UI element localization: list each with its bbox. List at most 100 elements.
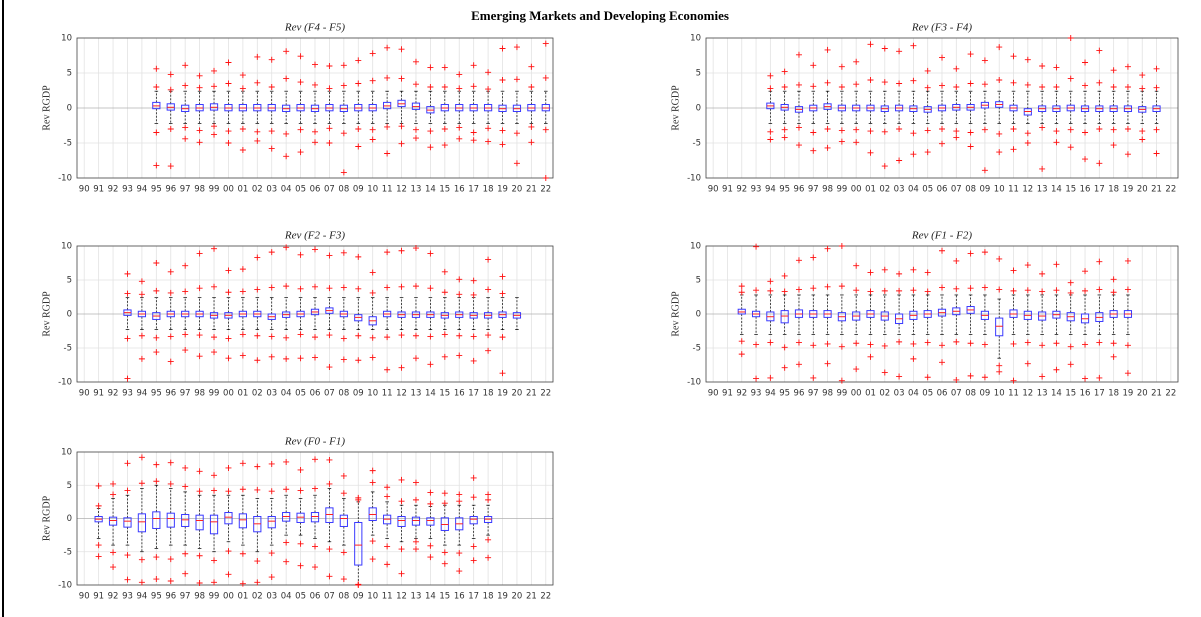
outlier <box>211 334 218 341</box>
x-tick-label: 18 <box>483 592 494 602</box>
x-tick-label: 14 <box>425 592 436 602</box>
outlier <box>1067 75 1074 82</box>
outlier <box>1124 63 1131 70</box>
outlier <box>470 137 477 144</box>
outlier <box>398 364 405 371</box>
outlier <box>124 375 131 382</box>
plot-frame <box>76 245 554 383</box>
x-tick-label: 21 <box>1151 389 1162 399</box>
outlier <box>795 361 802 368</box>
outlier <box>412 81 419 88</box>
outlier <box>499 77 506 83</box>
outlier <box>1110 142 1117 149</box>
outlier <box>967 143 974 150</box>
outlier <box>254 53 261 60</box>
outlier <box>398 247 405 254</box>
outlier <box>412 546 419 553</box>
x-tick-label: 90 <box>79 185 90 195</box>
outlier <box>384 150 391 157</box>
outlier <box>1010 267 1017 274</box>
outlier <box>355 496 362 503</box>
x-tick-label: 06 <box>310 389 321 399</box>
x-tick-label: 97 <box>808 389 819 399</box>
outlier <box>427 84 434 90</box>
outlier <box>326 332 333 339</box>
outlier <box>283 486 290 493</box>
outlier <box>182 464 189 471</box>
outlier <box>427 64 434 71</box>
outlier <box>1153 65 1160 72</box>
x-tick-label: 92 <box>108 592 119 602</box>
outlier <box>124 576 131 583</box>
outlier <box>910 355 917 362</box>
outlier <box>211 123 218 130</box>
outlier <box>283 244 290 251</box>
x-tick-label: 12 <box>396 389 407 399</box>
outlier <box>456 332 463 339</box>
outlier <box>239 352 246 359</box>
outlier <box>542 126 549 133</box>
outlier <box>824 126 831 132</box>
outlier <box>225 464 232 471</box>
box <box>469 516 478 525</box>
x-tick-label: 95 <box>151 185 162 195</box>
outlier <box>485 286 492 293</box>
x-tick-label: 95 <box>779 389 790 399</box>
outlier <box>297 79 304 86</box>
x-tick-label: 02 <box>252 389 263 399</box>
x-tick-label: 21 <box>526 592 537 602</box>
outlier <box>225 335 232 342</box>
x-tick-label: 98 <box>194 592 205 602</box>
x-tick-label: 14 <box>1051 389 1062 399</box>
x-tick-label: 11 <box>1008 185 1019 195</box>
x-tick-label: 13 <box>1037 389 1048 399</box>
x-tick-label: 05 <box>295 592 306 602</box>
panel-title: Rev (F3 - F4) <box>911 22 972 34</box>
x-tick-label: 03 <box>894 185 905 195</box>
x-tick-label: 01 <box>237 389 248 399</box>
outlier <box>355 285 362 292</box>
outlier <box>1124 126 1131 132</box>
x-tick-label: 22 <box>540 389 551 399</box>
x-tick-label: 90 <box>708 185 719 195</box>
x-tick-label: 10 <box>367 389 378 399</box>
outlier <box>427 250 434 257</box>
outlier <box>441 84 448 90</box>
outlier <box>225 355 232 362</box>
outlier <box>153 461 160 468</box>
outlier <box>211 131 218 138</box>
figure-title: Emerging Markets and Developing Economie… <box>471 8 729 23</box>
x-tick-label: 15 <box>1065 389 1076 399</box>
outlier <box>939 82 945 89</box>
outlier <box>542 175 549 181</box>
x-tick-label: 08 <box>338 592 349 602</box>
outlier <box>838 138 845 145</box>
outlier <box>1139 136 1146 143</box>
x-tick-label: 18 <box>1108 389 1119 399</box>
outlier <box>312 456 318 463</box>
outlier <box>810 83 817 90</box>
outlier <box>881 287 888 294</box>
outlier <box>996 362 1003 369</box>
outlier <box>824 283 831 290</box>
x-tick-label: 03 <box>266 389 277 399</box>
x-tick-label: 92 <box>736 389 747 399</box>
x-tick-label: 12 <box>396 185 407 195</box>
outlier <box>427 361 434 368</box>
outlier <box>456 291 463 298</box>
x-tick-label: 07 <box>324 185 335 195</box>
outlier <box>1053 261 1060 268</box>
x-tick-label: 11 <box>382 389 393 399</box>
outlier <box>1039 124 1046 131</box>
outlier <box>268 84 275 90</box>
x-tick-label: 18 <box>483 185 494 195</box>
outlier <box>1096 47 1103 54</box>
y-tick-label: 5 <box>67 69 72 79</box>
x-tick-label: 93 <box>122 592 133 602</box>
outlier <box>1096 258 1103 265</box>
outlier <box>738 283 745 290</box>
outlier <box>369 269 376 276</box>
outlier <box>924 288 931 295</box>
outlier <box>138 454 145 461</box>
outlier <box>167 333 174 340</box>
